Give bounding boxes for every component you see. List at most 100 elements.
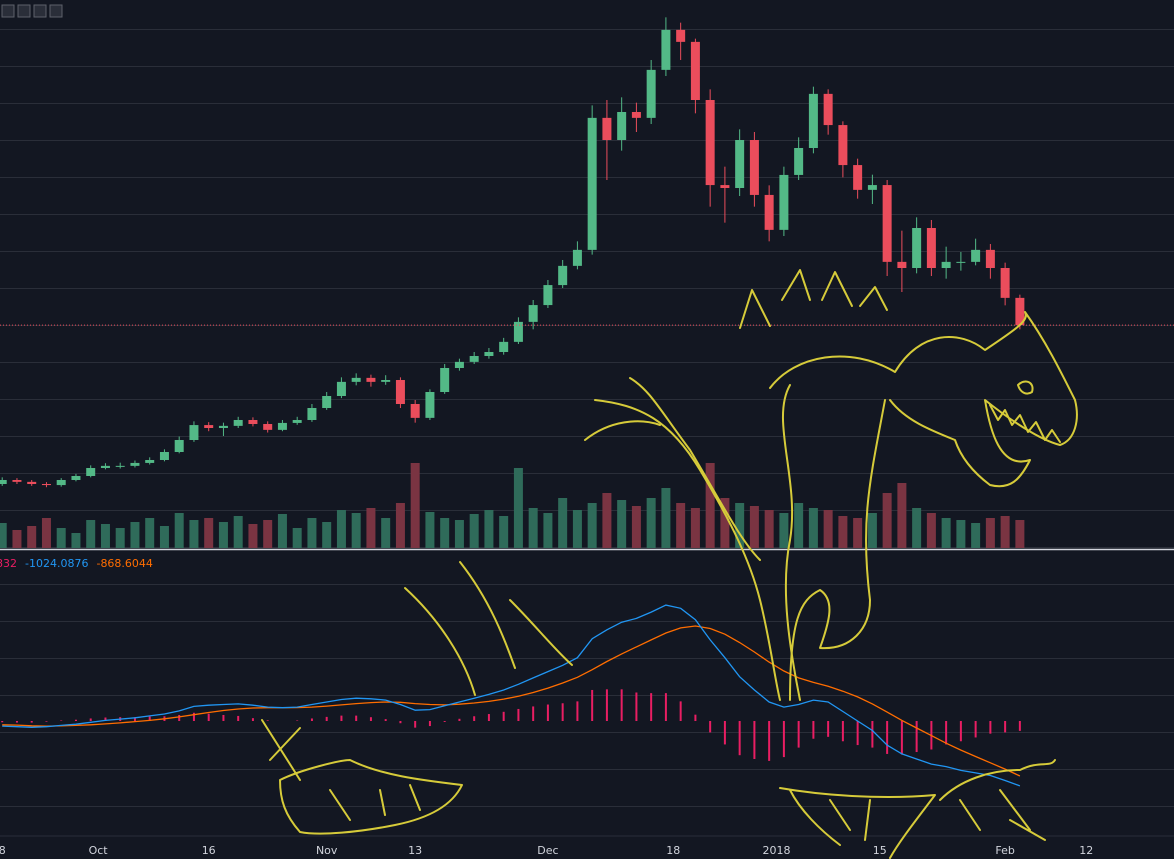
macd-histogram-bar bbox=[178, 714, 181, 721]
candle-body bbox=[661, 29, 671, 70]
candle-body bbox=[469, 356, 479, 362]
horizontal-grid bbox=[0, 0, 1174, 835]
doodle-spike bbox=[781, 269, 811, 301]
volume-bar bbox=[838, 516, 848, 548]
macd-histogram-bar bbox=[694, 714, 697, 721]
doodle-spike bbox=[859, 286, 888, 311]
doodle-head bbox=[769, 311, 1078, 488]
volume-bar bbox=[926, 513, 936, 548]
doodle-eye bbox=[1017, 380, 1034, 395]
volume-bar bbox=[204, 518, 214, 548]
settings-button[interactable] bbox=[1, 4, 15, 18]
candle-body bbox=[956, 261, 966, 263]
add-button[interactable] bbox=[33, 4, 47, 18]
macd-histogram-bar bbox=[1, 721, 4, 723]
x-tick-label: 8 bbox=[0, 844, 6, 857]
volume-bar bbox=[499, 516, 509, 548]
volume-bar bbox=[381, 518, 391, 548]
volume-bar bbox=[985, 518, 995, 548]
volume-bar bbox=[764, 510, 774, 548]
macd-histogram-bar bbox=[738, 721, 741, 756]
volume-bar bbox=[749, 506, 759, 548]
macd-histogram-bar bbox=[576, 701, 579, 721]
macd-histogram-bar bbox=[237, 715, 240, 721]
volume-bar bbox=[56, 528, 66, 548]
doodle-claw bbox=[404, 587, 476, 696]
macd-histogram-bar bbox=[753, 721, 756, 759]
data-layer bbox=[0, 17, 1174, 787]
candle-body bbox=[159, 452, 169, 460]
candle-body bbox=[499, 341, 509, 352]
volume-bar bbox=[1015, 520, 1025, 548]
volume-bar bbox=[558, 498, 568, 548]
candle-body bbox=[587, 117, 597, 250]
volume-bar bbox=[897, 483, 907, 548]
volume-bar bbox=[631, 506, 641, 548]
volume-bar bbox=[720, 498, 730, 548]
candle-body bbox=[867, 185, 877, 190]
candle-body bbox=[794, 148, 804, 175]
volume-bar bbox=[351, 513, 361, 548]
x-tick-label: 18 bbox=[666, 844, 680, 857]
volume-bar bbox=[779, 513, 789, 548]
volume-bar bbox=[690, 508, 700, 548]
candle-body bbox=[1000, 268, 1010, 298]
candle-body bbox=[941, 261, 951, 268]
volume-bar bbox=[86, 520, 96, 548]
macd-line bbox=[2, 604, 1021, 787]
candle-body bbox=[705, 100, 715, 186]
candle-body bbox=[882, 185, 892, 262]
macd-histogram-bar bbox=[517, 708, 520, 721]
volume-bar bbox=[705, 463, 715, 548]
candle-body bbox=[572, 249, 582, 266]
candle-body bbox=[440, 368, 450, 392]
candle-body bbox=[735, 140, 745, 188]
volume-bar bbox=[808, 508, 818, 548]
candle-body bbox=[100, 465, 110, 468]
candle-body bbox=[233, 420, 243, 426]
volume-bar bbox=[395, 503, 405, 548]
volume-bar bbox=[425, 512, 435, 548]
macd-histogram-bar bbox=[650, 693, 653, 721]
volume-bar bbox=[41, 518, 51, 548]
volume-bar bbox=[440, 518, 450, 548]
volume-bar bbox=[469, 514, 479, 548]
candle-body bbox=[631, 112, 641, 118]
doodle-claw bbox=[459, 561, 516, 669]
volume-bar bbox=[27, 526, 37, 548]
macd-histogram-bar bbox=[384, 719, 387, 721]
candle-body bbox=[277, 422, 287, 430]
volume-bar bbox=[115, 528, 125, 548]
candle-body bbox=[897, 261, 907, 268]
volume-bar bbox=[12, 530, 22, 548]
volume-bar bbox=[1000, 516, 1010, 548]
macd-histogram-bar bbox=[15, 721, 18, 723]
macd-histogram-bar bbox=[974, 721, 977, 738]
close-button[interactable] bbox=[49, 4, 63, 18]
candle-body bbox=[336, 381, 346, 396]
macd-histogram-bar bbox=[89, 718, 92, 721]
candle-body bbox=[204, 425, 214, 428]
macd-histogram-bar bbox=[296, 720, 299, 721]
candle-body bbox=[484, 352, 494, 356]
macd-histogram-bar bbox=[60, 720, 63, 721]
macd-histogram-bar bbox=[473, 716, 476, 721]
volume-bar bbox=[233, 516, 243, 548]
doodle-spike bbox=[821, 271, 853, 307]
volume-bar bbox=[263, 520, 273, 548]
volume-bar bbox=[956, 520, 966, 548]
macd-histogram-bar bbox=[797, 721, 800, 748]
candle-body bbox=[838, 125, 848, 166]
volume-bar bbox=[292, 528, 302, 548]
source-button[interactable] bbox=[17, 4, 31, 18]
candle-body bbox=[307, 408, 317, 420]
candle-body bbox=[115, 465, 125, 467]
macd-histogram-bar bbox=[915, 721, 918, 753]
toolbar bbox=[1, 4, 63, 18]
volume-bar bbox=[676, 503, 686, 548]
macd-histogram-bar bbox=[989, 721, 992, 734]
volume-bar bbox=[248, 524, 258, 548]
volume-bar bbox=[130, 522, 140, 548]
candle-body bbox=[0, 480, 7, 484]
